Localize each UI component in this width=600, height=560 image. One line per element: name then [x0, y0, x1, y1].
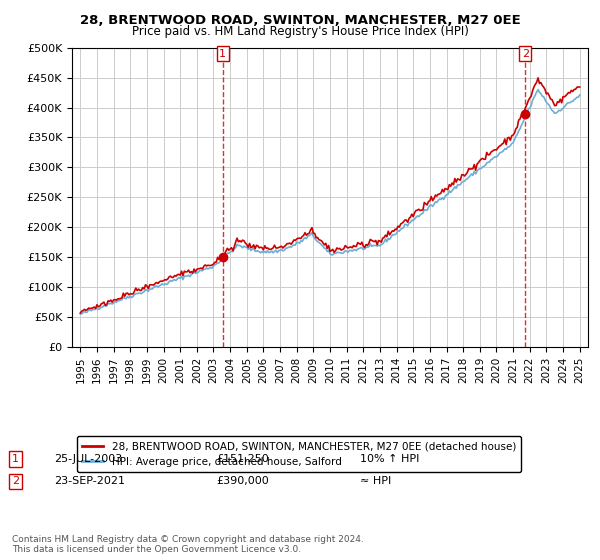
Text: £151,250: £151,250	[216, 454, 269, 464]
Text: 1: 1	[220, 49, 226, 59]
Text: 1: 1	[12, 454, 19, 464]
Text: 25-JUL-2003: 25-JUL-2003	[54, 454, 122, 464]
Text: 2: 2	[12, 477, 19, 487]
Text: 10% ↑ HPI: 10% ↑ HPI	[360, 454, 419, 464]
Legend: 28, BRENTWOOD ROAD, SWINTON, MANCHESTER, M27 0EE (detached house), HPI: Average : 28, BRENTWOOD ROAD, SWINTON, MANCHESTER,…	[77, 436, 521, 472]
Text: 2: 2	[521, 49, 529, 59]
Text: 23-SEP-2021: 23-SEP-2021	[54, 477, 125, 487]
Text: Contains HM Land Registry data © Crown copyright and database right 2024.
This d: Contains HM Land Registry data © Crown c…	[12, 535, 364, 554]
Text: 28, BRENTWOOD ROAD, SWINTON, MANCHESTER, M27 0EE: 28, BRENTWOOD ROAD, SWINTON, MANCHESTER,…	[80, 14, 520, 27]
Text: £390,000: £390,000	[216, 477, 269, 487]
Text: Price paid vs. HM Land Registry's House Price Index (HPI): Price paid vs. HM Land Registry's House …	[131, 25, 469, 38]
Text: ≈ HPI: ≈ HPI	[360, 477, 391, 487]
